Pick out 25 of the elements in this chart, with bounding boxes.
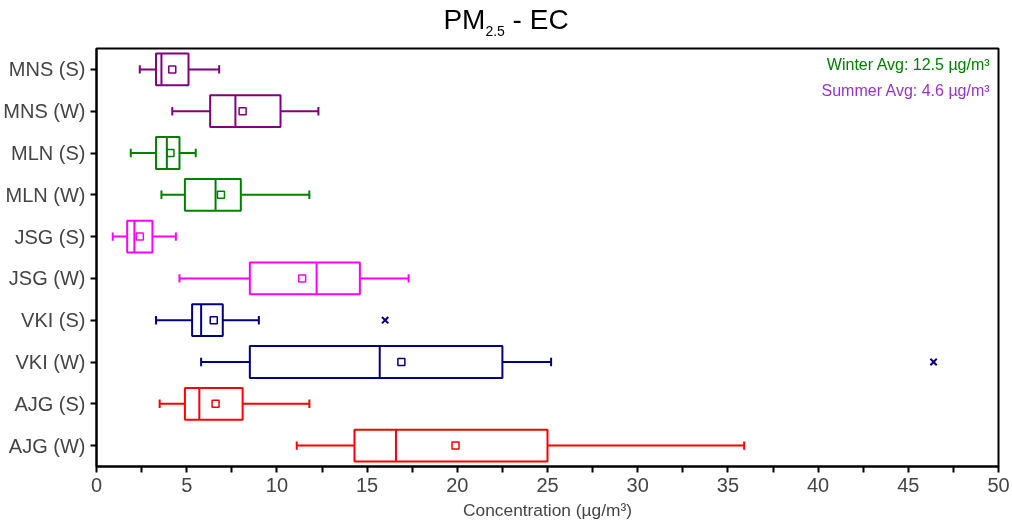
y-tick-label: AJG (S)	[14, 392, 86, 415]
y-tick-label: MNS (S)	[8, 58, 86, 81]
x-tick-label: 35	[716, 473, 740, 496]
x-tick-label: 50	[987, 473, 1010, 496]
y-tick-label: MNS (W)	[3, 100, 86, 123]
chart-title: PM$_{2.5}$ - EC	[442, 3, 570, 41]
x-tick-label: 0	[90, 473, 103, 496]
y-tick-label: MLN (W)	[5, 183, 86, 206]
x-tick-label: 25	[536, 473, 559, 496]
x-tick-label: 5	[181, 473, 193, 496]
x-tick-label: 10	[265, 473, 289, 496]
annotation: Winter Avg: 12.5 µg/m³	[826, 55, 991, 73]
x-tick-label: 15	[355, 473, 379, 496]
y-tick-label: JSG (S)	[14, 225, 86, 248]
x-tick-label: 40	[806, 473, 830, 496]
y-tick-label: AJG (W)	[8, 434, 86, 457]
annotation: Summer Avg: 4.6 µg/m³	[821, 81, 991, 99]
x-tick-label: 45	[897, 473, 920, 496]
x-tick-label: 20	[446, 473, 469, 496]
y-tick-label: JSG (W)	[8, 267, 86, 290]
y-tick-label: MLN (S)	[11, 142, 86, 164]
x-tick-label: 30	[626, 473, 649, 496]
y-tick-label: VKI (S)	[21, 309, 86, 332]
x-axis-title: Concentration (µg/m³)	[463, 499, 632, 520]
y-tick-label: VKI (W)	[15, 351, 86, 373]
